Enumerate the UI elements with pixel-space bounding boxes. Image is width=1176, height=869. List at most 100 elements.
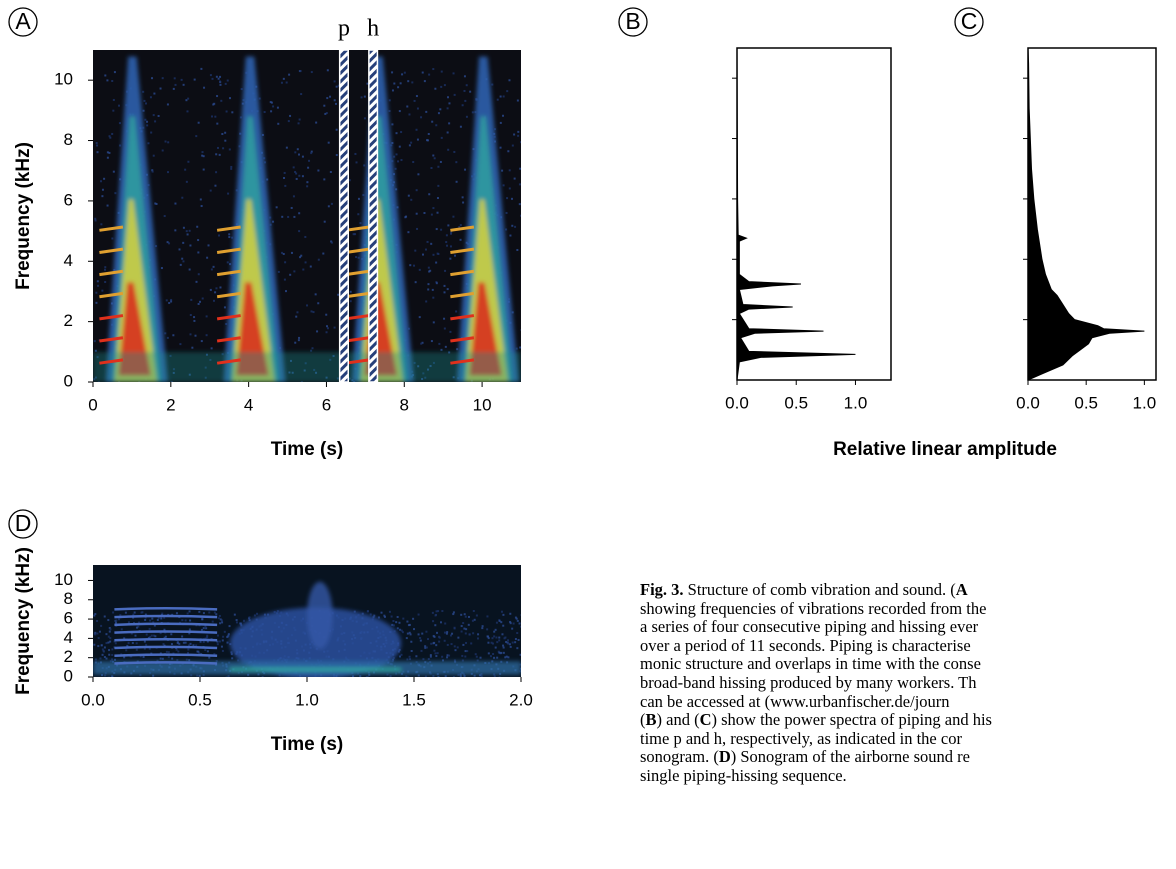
speckle <box>516 248 519 251</box>
speckle <box>266 178 269 181</box>
speckle <box>126 644 129 647</box>
speckle <box>406 620 409 623</box>
speckle <box>407 80 410 83</box>
panel-letter: D <box>15 510 32 536</box>
speckle <box>435 282 438 285</box>
speckle <box>401 631 404 634</box>
time-marker <box>338 49 349 383</box>
speckle <box>440 348 443 351</box>
speckle <box>135 626 138 629</box>
speckle <box>111 80 114 83</box>
speckle <box>500 621 503 624</box>
speckle <box>505 211 508 214</box>
harmonic <box>450 336 475 343</box>
speckle <box>405 637 408 640</box>
speckle <box>145 633 148 636</box>
speckle <box>207 244 210 247</box>
speckle <box>329 171 332 174</box>
speckle <box>411 81 414 84</box>
panel-badge <box>8 509 38 539</box>
speckle <box>359 675 362 677</box>
speckle <box>463 674 466 677</box>
speckle <box>201 297 204 300</box>
speckle <box>495 636 498 639</box>
speckle <box>447 148 450 151</box>
speckle <box>400 629 403 632</box>
speckle <box>283 171 286 174</box>
caption-text: D <box>718 747 731 767</box>
speckle <box>415 189 418 192</box>
speckle <box>216 640 219 643</box>
speckle <box>493 630 496 633</box>
speckle <box>301 155 304 158</box>
harmonic <box>99 291 124 299</box>
speckle <box>220 619 223 622</box>
harmonic <box>99 314 124 321</box>
speckle <box>498 651 501 654</box>
speckle <box>493 635 496 638</box>
harmonic <box>114 637 218 642</box>
speckle <box>272 105 275 108</box>
speckle <box>330 202 333 205</box>
caption-text: showing frequencies of vibrations record… <box>640 598 987 618</box>
low-band <box>229 668 402 672</box>
speckle <box>170 298 173 301</box>
caption-line: broad-band hissing produced by many work… <box>640 673 1176 693</box>
speckle <box>295 172 298 175</box>
speckle <box>103 177 106 180</box>
speckle <box>446 131 449 134</box>
speckle <box>487 637 490 640</box>
speckle <box>198 610 201 613</box>
speckle <box>277 122 280 125</box>
speckle <box>520 625 521 628</box>
speckle <box>96 151 99 154</box>
speckle <box>196 225 199 228</box>
speckle <box>174 202 177 205</box>
caption-text: ( <box>640 710 646 730</box>
speckle <box>188 268 191 271</box>
speckle <box>330 241 333 244</box>
speckle <box>142 655 145 658</box>
speckle <box>281 251 284 254</box>
speckle <box>417 613 420 616</box>
speckle <box>443 84 446 87</box>
speckle <box>363 117 366 120</box>
speckle <box>189 314 192 317</box>
speckle <box>107 641 110 644</box>
speckle <box>172 334 175 337</box>
speckle <box>226 261 229 264</box>
speckle <box>107 619 110 622</box>
speckle <box>464 615 467 618</box>
speckle <box>473 618 476 621</box>
speckle <box>148 647 151 650</box>
speckle <box>299 70 302 73</box>
speckle <box>515 347 518 350</box>
speckle <box>428 270 431 273</box>
speckle <box>258 97 261 100</box>
speckle <box>96 619 99 622</box>
speckle <box>430 242 433 245</box>
speckle <box>164 635 167 638</box>
speckle <box>335 154 338 157</box>
speckle <box>432 154 435 157</box>
speckle <box>307 166 310 169</box>
speckle <box>150 634 153 637</box>
harmonic <box>345 336 370 343</box>
speckle <box>156 659 159 662</box>
speckle <box>94 631 97 634</box>
speckle <box>101 648 104 651</box>
speckle <box>189 642 192 645</box>
panel-badge <box>8 7 38 37</box>
speckle <box>175 612 178 615</box>
speckle <box>152 621 155 624</box>
speckle <box>106 79 109 82</box>
speckle <box>218 614 221 617</box>
speckle <box>451 632 454 635</box>
speckle <box>288 73 291 76</box>
speckle <box>190 674 193 677</box>
speckle <box>224 139 227 142</box>
speckle <box>443 639 446 642</box>
speckle <box>153 624 156 627</box>
speckle <box>165 650 168 653</box>
